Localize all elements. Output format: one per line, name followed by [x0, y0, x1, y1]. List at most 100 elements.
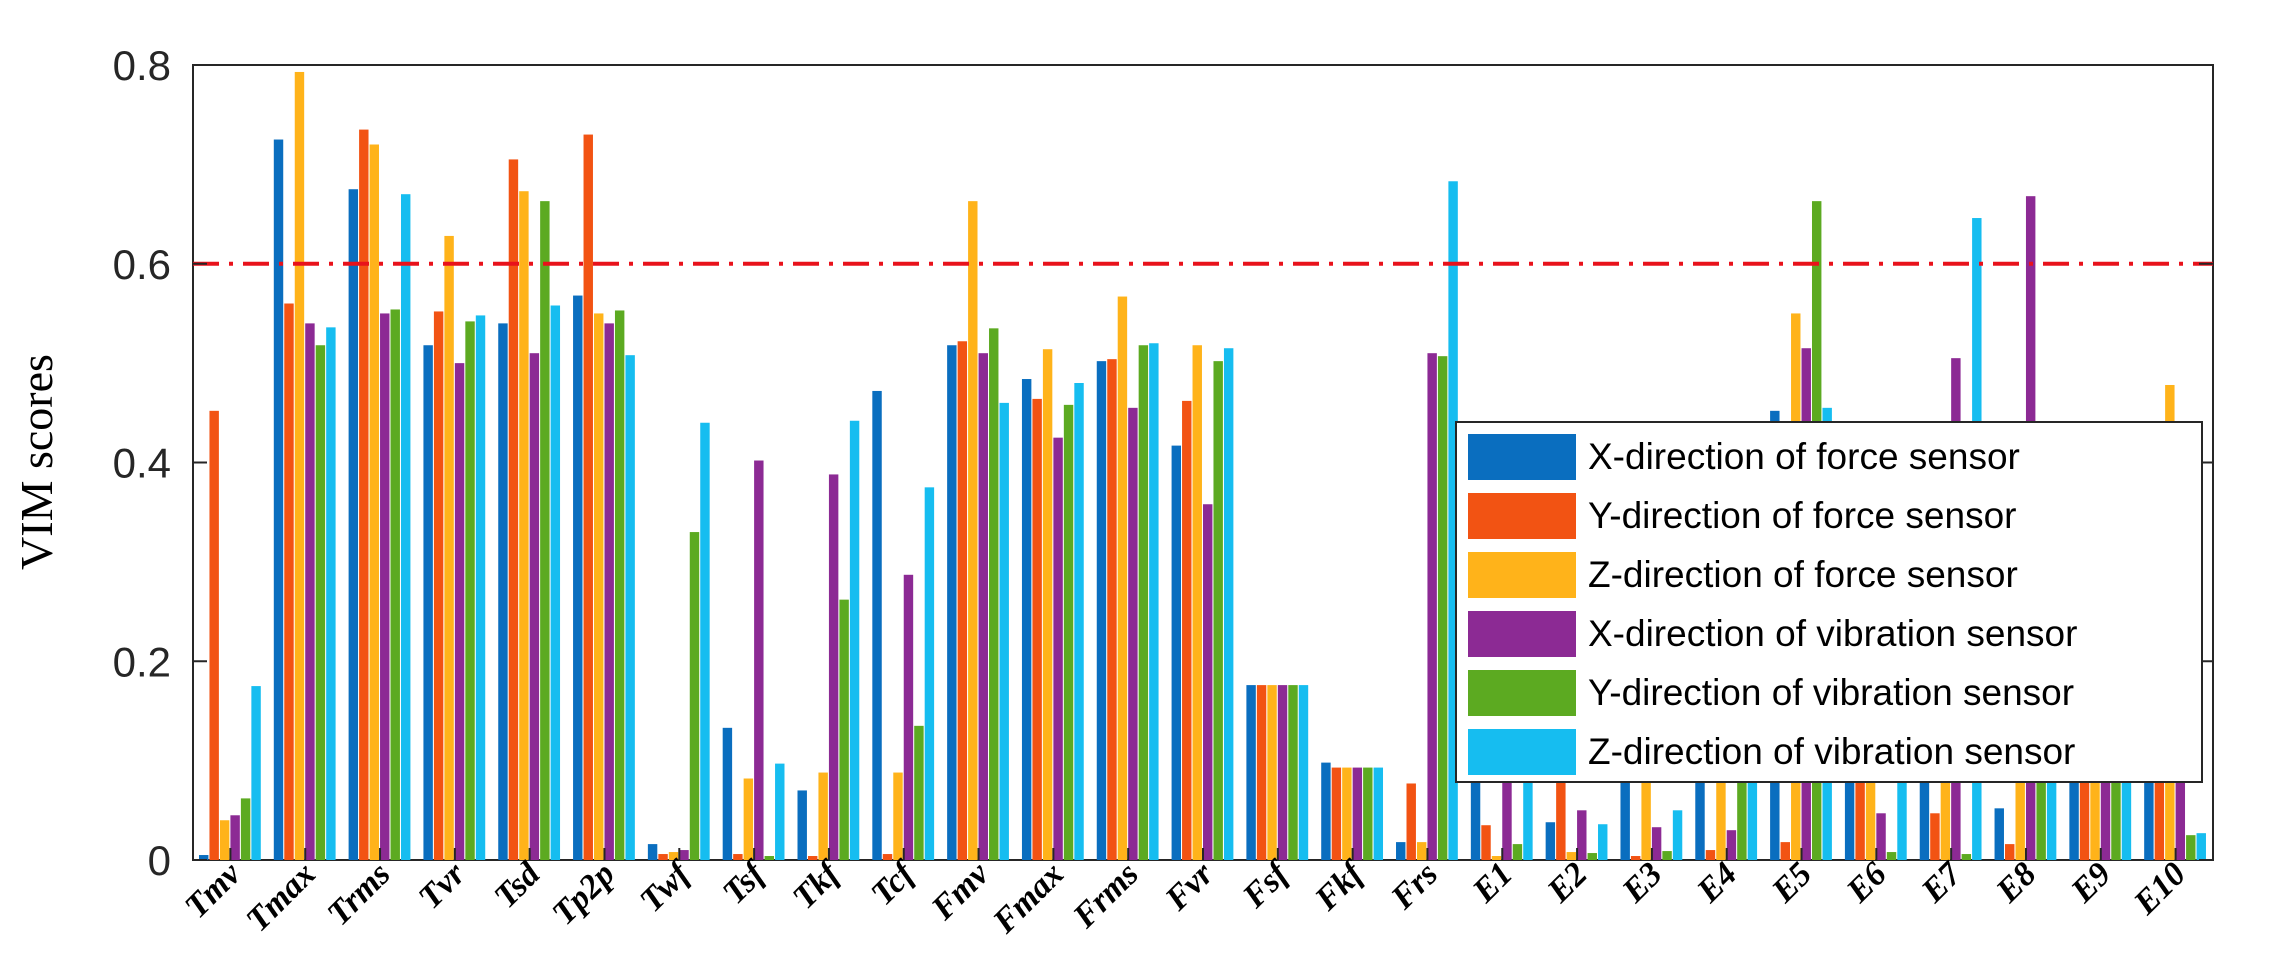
bar-tsd-series-3 [519, 191, 529, 860]
bar-e3-series-1 [1620, 760, 1630, 861]
legend-swatch-5 [1468, 670, 1576, 716]
bar-fsf-series-6 [1298, 685, 1309, 860]
bar-e2-series-6 [1598, 824, 1608, 860]
bar-tvr-series-2 [433, 311, 444, 860]
legend-swatch-4 [1468, 611, 1576, 657]
bar-e8-series-3 [2015, 760, 2025, 861]
legend-swatch-2 [1468, 493, 1576, 539]
bar-frms-series-5 [1138, 345, 1149, 860]
bar-frs-series-4 [1427, 353, 1437, 860]
bar-fvr-series-2 [1182, 400, 1192, 860]
bar-frms-series-6 [1149, 343, 1159, 860]
bar-e1-series-3 [1491, 856, 1502, 860]
bar-e4-series-3 [1716, 760, 1726, 861]
bar-frs-series-1 [1396, 842, 1406, 860]
bar-tcf-series-4 [903, 574, 914, 860]
bar-e6-series-2 [1855, 760, 1865, 861]
bar-tcf-series-5 [914, 725, 924, 860]
bar-tp2p-series-3 [594, 313, 604, 860]
bar-e10-series-5 [2186, 835, 2196, 860]
bar-e10-series-1 [2144, 760, 2154, 861]
bar-frs-series-2 [1406, 783, 1416, 860]
bar-e9-series-3 [2090, 760, 2100, 861]
bar-tvr-series-3 [444, 235, 454, 860]
bar-tkf-series-1 [797, 790, 807, 860]
bar-frs-series-3 [1416, 842, 1427, 860]
bar-e3-series-3 [1641, 760, 1651, 861]
bar-tcf-series-2 [882, 854, 893, 860]
bar-tsf-series-1 [722, 727, 733, 860]
bar-tsd-series-5 [540, 201, 550, 860]
bar-twf-series-4 [679, 850, 689, 860]
bar-fkf-series-1 [1321, 762, 1331, 860]
y-tick-label: 0.4 [113, 440, 171, 487]
bar-fmv-series-6 [999, 402, 1009, 860]
bar-fvr-series-6 [1223, 348, 1234, 860]
bar-tcf-series-1 [872, 390, 882, 860]
legend-label-6: Z-direction of vibration sensor [1588, 731, 2075, 772]
bar-tvr-series-6 [475, 315, 486, 860]
legend-label-5: Y-direction of vibration sensor [1588, 672, 2074, 713]
bar-tkf-series-6 [849, 420, 860, 860]
bar-tp2p-series-4 [604, 323, 614, 861]
bar-e9-series-2 [2079, 760, 2090, 861]
bar-tmv-series-1 [198, 855, 209, 860]
bar-e7-series-3 [1940, 760, 1951, 861]
bar-tkf-series-4 [828, 474, 839, 860]
bar-fmv-series-1 [947, 345, 957, 860]
bar-e3-series-5 [1662, 851, 1672, 860]
bar-frs-series-6 [1448, 181, 1458, 860]
bar-tsd-series-1 [498, 323, 508, 861]
bar-e1-series-4 [1502, 760, 1512, 861]
bar-tvr-series-1 [423, 345, 433, 860]
bar-tkf-series-2 [807, 856, 818, 860]
bar-fmax-series-1 [1021, 379, 1032, 860]
y-axis-label: VIM scores [11, 354, 62, 570]
bar-e9-series-5 [2111, 760, 2121, 861]
bar-fmax-series-6 [1074, 383, 1084, 860]
bar-fsf-series-5 [1288, 685, 1298, 860]
bar-tsf-series-5 [764, 856, 775, 860]
legend-label-1: X-direction of force sensor [1588, 436, 2020, 477]
bar-trms-series-5 [390, 309, 400, 861]
bar-e1-series-5 [1512, 844, 1523, 860]
y-axis: 0 0.2 0.4 0.6 0.8 [113, 42, 2213, 884]
bar-fsf-series-3 [1267, 685, 1277, 860]
legend-swatch-1 [1468, 434, 1576, 480]
bar-e2-series-4 [1577, 810, 1587, 860]
bar-trms-series-2 [359, 129, 369, 861]
bar-e6-series-5 [1886, 852, 1897, 860]
bar-tmax-series-6 [326, 327, 336, 861]
bar-e1-series-6 [1523, 760, 1533, 861]
bar-fmv-series-4 [978, 353, 988, 860]
bar-trms-series-3 [369, 144, 379, 860]
bar-fmv-series-5 [989, 328, 999, 861]
bar-fvr-series-5 [1213, 361, 1223, 860]
bar-e10-series-6 [2196, 833, 2206, 860]
bar-tmax-series-3 [294, 71, 305, 860]
bar-tsd-series-2 [508, 159, 519, 860]
bar-e7-series-1 [1919, 760, 1930, 861]
bar-tmax-series-2 [284, 303, 294, 860]
bar-e6-series-1 [1844, 760, 1855, 861]
bar-tp2p-series-5 [614, 310, 625, 861]
bar-tsd-series-6 [550, 305, 561, 860]
bar-tvr-series-4 [454, 363, 465, 861]
bar-tkf-series-3 [818, 772, 828, 860]
bar-e6-series-6 [1897, 760, 1907, 861]
bar-tsf-series-6 [775, 763, 785, 860]
bar-tp2p-series-2 [583, 134, 593, 860]
bar-e9-series-1 [2069, 760, 2079, 861]
bar-tmv-series-5 [240, 798, 251, 860]
bar-fkf-series-6 [1373, 767, 1384, 860]
bar-e3-series-4 [1651, 827, 1662, 860]
bar-tp2p-series-6 [625, 355, 635, 860]
bar-e2-series-3 [1566, 852, 1577, 860]
legend-label-4: X-direction of vibration sensor [1588, 613, 2077, 654]
y-tick-label: 0.2 [113, 638, 171, 685]
y-tick-label: 0.8 [113, 42, 171, 89]
bar-e5-series-2 [1780, 842, 1790, 860]
bar-fsf-series-1 [1246, 685, 1256, 860]
bar-fkf-series-4 [1352, 767, 1363, 860]
